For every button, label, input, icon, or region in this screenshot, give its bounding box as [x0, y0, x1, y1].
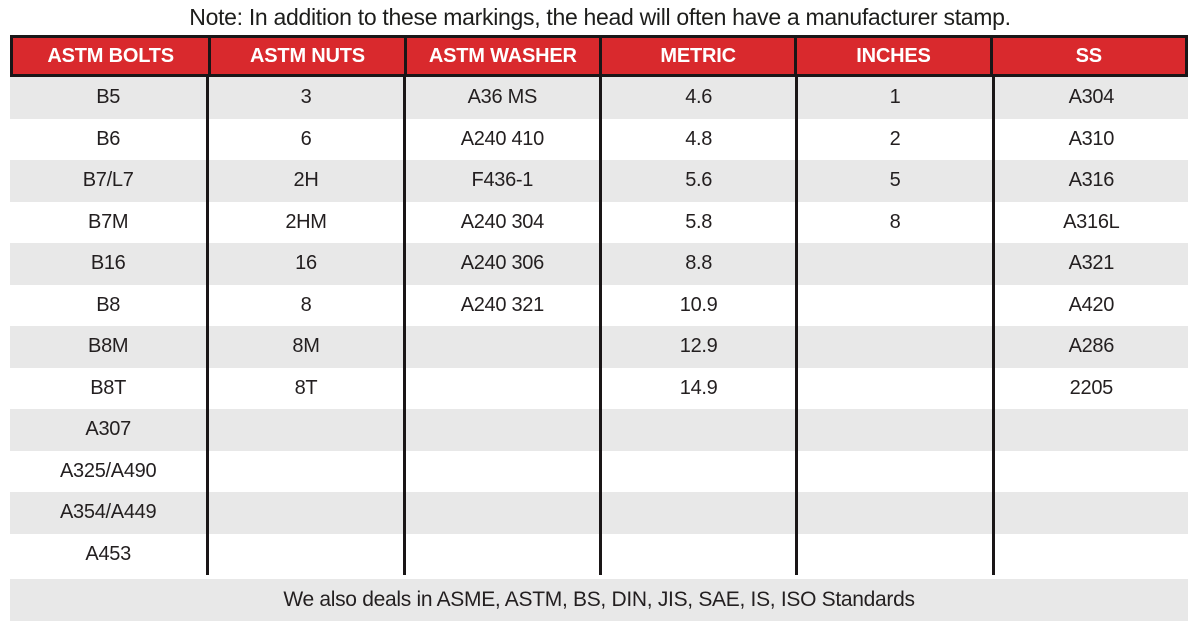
table-cell: A304: [991, 77, 1188, 119]
table-cell: F436-1: [402, 160, 599, 202]
table-cell: A354/A449: [10, 492, 207, 534]
table-cell: B8: [10, 284, 207, 326]
table-cell: 12.9: [598, 326, 796, 368]
table-cell: 8: [795, 201, 992, 243]
table-cell: B5: [10, 77, 207, 119]
table-cell: [402, 492, 599, 534]
table-cell: A36 MS: [402, 77, 599, 119]
table-cell: [598, 533, 796, 575]
table-cell: A286: [991, 326, 1188, 368]
table-cell: 10.9: [598, 284, 796, 326]
table-cell: 2205: [991, 367, 1188, 409]
table-cell: [991, 492, 1188, 534]
header-cell-ss: SS: [989, 38, 1185, 74]
header-cell-inches: INCHES: [794, 38, 989, 74]
table-cell: A420: [991, 284, 1188, 326]
table-cell: 8.8: [598, 243, 796, 285]
footer-note: We also deals in ASME, ASTM, BS, DIN, JI…: [10, 579, 1188, 621]
table-cell: B7/L7: [10, 160, 207, 202]
table-cell: [206, 492, 403, 534]
table-cell: [795, 326, 992, 368]
table-cell: 4.6: [598, 77, 796, 119]
header-cell-astm-nuts: ASTM NUTS: [208, 38, 403, 74]
table-cell: [795, 243, 992, 285]
table-cell: B16: [10, 243, 207, 285]
table-cell: A325/A490: [10, 450, 207, 492]
table-cell: [402, 409, 599, 451]
table-cell: [598, 409, 796, 451]
table-cell: 1: [795, 77, 992, 119]
table-cell: 6: [206, 118, 403, 160]
markings-table: ASTM BOLTS ASTM NUTS ASTM WASHER METRIC INCH…: [10, 35, 1188, 575]
table-cell: A316: [991, 160, 1188, 202]
table-cell: [206, 450, 403, 492]
header-cell-astm-bolts: ASTM BOLTS: [47, 44, 174, 67]
table-cell: [991, 409, 1188, 451]
table-cell: [402, 450, 599, 492]
table-cell: 8M: [206, 326, 403, 368]
table-cell: A307: [10, 409, 207, 451]
table-cell: 5.8: [598, 201, 796, 243]
table-cell: [795, 367, 992, 409]
table-cell: [795, 450, 992, 492]
table-cell: A316L: [991, 201, 1188, 243]
table-cell: B8M: [10, 326, 207, 368]
note-text: Note: In addition to these markings, the…: [189, 4, 1011, 30]
table-cell: [206, 409, 403, 451]
table-cell: B7M: [10, 201, 207, 243]
table-cell: [795, 409, 992, 451]
table-cell: [795, 533, 992, 575]
table-cell: 8: [206, 284, 403, 326]
table-cell: [402, 533, 599, 575]
table-cell: 2: [795, 118, 992, 160]
table-cell: [795, 492, 992, 534]
header-cell-astm-washer: ASTM WASHER: [403, 38, 599, 74]
table-cell: A240 306: [402, 243, 599, 285]
table-cell: 2H: [206, 160, 403, 202]
table-cell: 8T: [206, 367, 403, 409]
table-cell: A240 304: [402, 201, 599, 243]
table-cell: [598, 450, 796, 492]
table-cell: [991, 533, 1188, 575]
table-cell: 5: [795, 160, 992, 202]
table-cell: 14.9: [598, 367, 796, 409]
table-cell: 3: [206, 77, 403, 119]
table-cell: B6: [10, 118, 207, 160]
table-cell: A453: [10, 533, 207, 575]
table-cell: [402, 326, 599, 368]
table-cell: [991, 450, 1188, 492]
table-cell: [402, 367, 599, 409]
table-cell: 5.6: [598, 160, 796, 202]
table-cell: A240 321: [402, 284, 599, 326]
header-cell-metric: METRIC: [598, 38, 794, 74]
table-cell: B8T: [10, 367, 207, 409]
table-cell: A240 410: [402, 118, 599, 160]
table-cell: A310: [991, 118, 1188, 160]
table-cell: 16: [206, 243, 403, 285]
table-cell: A321: [991, 243, 1188, 285]
table-cell: [206, 533, 403, 575]
table-cell: [598, 492, 796, 534]
table-header-row: ASTM BOLTS ASTM NUTS ASTM WASHER METRIC INCH…: [10, 35, 1188, 77]
table-cell: [795, 284, 992, 326]
table-cell: 4.8: [598, 118, 796, 160]
table-cell: 2HM: [206, 201, 403, 243]
table-body: B5 3 A36 MS 4.6 1 A304 B6 6 A240 410 4.8 2 A310 B7/L…: [10, 77, 1188, 575]
